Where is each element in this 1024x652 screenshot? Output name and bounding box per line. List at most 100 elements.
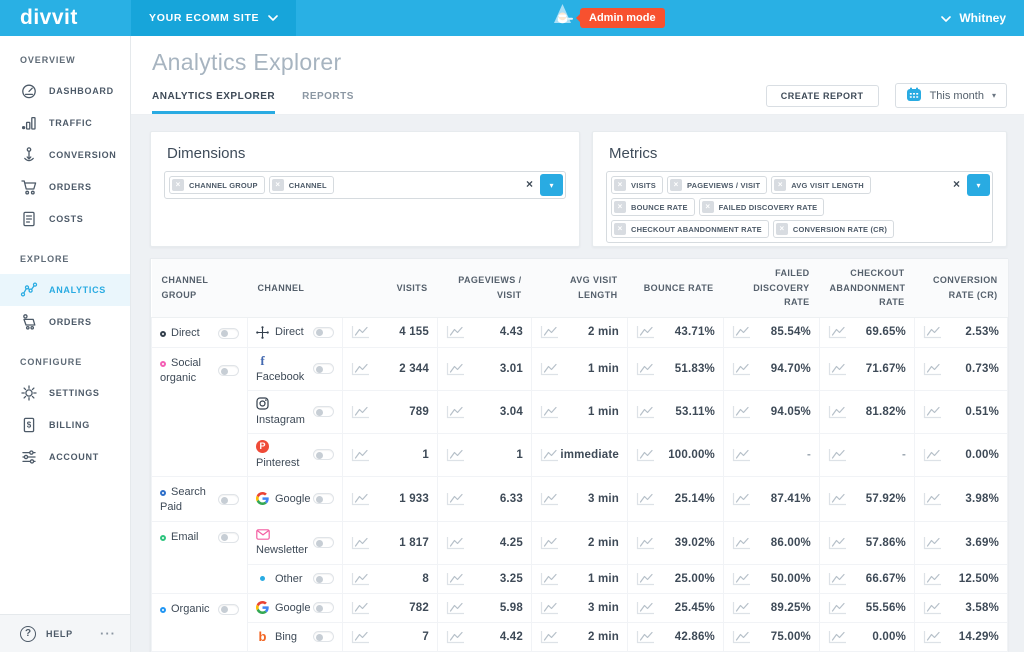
create-report-button[interactable]: CREATE REPORT [765, 84, 879, 107]
sparkline-button[interactable] [446, 325, 465, 339]
sparkline-button[interactable] [828, 572, 847, 586]
dimension-chip[interactable]: × CHANNEL GROUP [169, 176, 265, 194]
sparkline-button[interactable] [351, 630, 370, 644]
sparkline-button[interactable] [636, 325, 655, 339]
sparkline-button[interactable] [636, 572, 655, 586]
metric-chip[interactable]: × PAGEVIEWS / VISIT [666, 176, 768, 194]
sparkline-button[interactable] [732, 630, 751, 644]
sidebar-item-analytics[interactable]: ANALYTICS [0, 274, 130, 306]
sparkline-button[interactable] [828, 325, 847, 339]
remove-chip-icon[interactable]: × [701, 201, 714, 213]
sparkline-button[interactable] [923, 601, 942, 615]
remove-chip-icon[interactable]: × [614, 201, 626, 213]
channel-toggle[interactable] [313, 602, 334, 613]
sidebar-item-traffic[interactable]: TRAFFIC [0, 107, 130, 139]
sparkline-button[interactable] [732, 572, 751, 586]
sparkline-button[interactable] [446, 630, 465, 644]
sparkline-button[interactable] [351, 536, 370, 550]
sparkline-button[interactable] [828, 362, 847, 376]
sparkline-button[interactable] [446, 362, 465, 376]
sparkline-button[interactable] [923, 536, 942, 550]
sparkline-button[interactable] [636, 536, 655, 550]
sparkline-button[interactable] [636, 362, 655, 376]
remove-chip-icon[interactable]: × [669, 179, 682, 191]
sparkline-button[interactable] [351, 448, 370, 462]
sparkline-button[interactable] [636, 405, 655, 419]
sparkline-button[interactable] [446, 536, 465, 550]
sparkline-button[interactable] [732, 601, 751, 615]
channel-toggle[interactable] [313, 537, 334, 548]
metrics-dropdown-button[interactable]: ▾ [967, 174, 990, 196]
sparkline-button[interactable] [540, 601, 559, 615]
sparkline-button[interactable] [923, 448, 942, 462]
metric-chip[interactable]: × CHECKOUT ABANDONMENT RATE [611, 220, 769, 238]
channel-toggle[interactable] [313, 493, 334, 504]
sparkline-button[interactable] [540, 492, 559, 506]
remove-chip-icon[interactable]: × [172, 179, 184, 191]
sparkline-button[interactable] [828, 601, 847, 615]
metric-chip[interactable]: × FAILED DISCOVERY RATE [698, 198, 825, 216]
sidebar-item-orders[interactable]: ORDERS [0, 171, 130, 203]
sparkline-button[interactable] [732, 492, 751, 506]
sidebar-item-costs[interactable]: COSTS [0, 203, 130, 235]
more-options[interactable]: ··· [100, 626, 116, 641]
sparkline-button[interactable] [732, 405, 751, 419]
sidebar-item-billing[interactable]: $ BILLING [0, 409, 130, 441]
sparkline-button[interactable] [446, 572, 465, 586]
channel-toggle[interactable] [313, 573, 334, 584]
sparkline-button[interactable] [540, 572, 559, 586]
sparkline-button[interactable] [351, 405, 370, 419]
clear-dimensions-icon[interactable]: × [525, 177, 533, 191]
sparkline-button[interactable] [446, 601, 465, 615]
sparkline-button[interactable] [636, 492, 655, 506]
channel-group-toggle[interactable] [218, 327, 239, 339]
sparkline-button[interactable] [732, 536, 751, 550]
sidebar-item-dashboard[interactable]: DASHBOARD [0, 75, 130, 107]
sparkline-button[interactable] [923, 630, 942, 644]
sparkline-button[interactable] [446, 448, 465, 462]
sparkline-button[interactable] [351, 362, 370, 376]
date-range-dropdown[interactable]: This month ▾ [894, 83, 1007, 108]
sparkline-button[interactable] [828, 630, 847, 644]
sparkline-button[interactable] [540, 362, 559, 376]
sparkline-button[interactable] [540, 405, 559, 419]
channel-toggle[interactable] [313, 406, 334, 417]
metric-chip[interactable]: × CONVERSION RATE (CR) [772, 220, 895, 238]
sidebar-item-settings[interactable]: SETTINGS [0, 377, 130, 409]
channel-group-toggle[interactable] [218, 531, 239, 543]
sidebar-item-orders-explore[interactable]: ORDERS [0, 306, 130, 338]
sparkline-button[interactable] [540, 536, 559, 550]
channel-toggle[interactable] [313, 631, 334, 642]
sparkline-button[interactable] [446, 405, 465, 419]
sparkline-button[interactable] [828, 536, 847, 550]
sidebar-item-conversion[interactable]: CONVERSION [0, 139, 130, 171]
dimensions-select[interactable]: × ▾ × CHANNEL GROUP × CHANNEL [164, 171, 566, 199]
dimensions-dropdown-button[interactable]: ▾ [540, 174, 563, 196]
sparkline-button[interactable] [351, 325, 370, 339]
sparkline-button[interactable] [351, 492, 370, 506]
sparkline-button[interactable] [540, 630, 559, 644]
tab-reports[interactable]: REPORTS [302, 91, 354, 102]
tab-analytics-explorer[interactable]: ANALYTICS EXPLORER [152, 91, 276, 114]
remove-chip-icon[interactable]: × [614, 179, 626, 191]
sparkline-button[interactable] [732, 448, 751, 462]
help-label[interactable]: HELP [46, 628, 73, 639]
sparkline-button[interactable] [446, 492, 465, 506]
metrics-select[interactable]: × ▾ × VISITS × PAGEVIEWS / VISIT × AVG VISIT … [606, 171, 993, 243]
sparkline-button[interactable] [828, 448, 847, 462]
dimension-chip[interactable]: × CHANNEL [268, 176, 334, 194]
channel-toggle[interactable] [313, 326, 334, 338]
sparkline-button[interactable] [636, 448, 655, 462]
sparkline-button[interactable] [351, 572, 370, 586]
metric-chip[interactable]: × AVG VISIT LENGTH [771, 176, 871, 194]
sparkline-button[interactable] [923, 572, 942, 586]
remove-chip-icon[interactable]: × [271, 179, 284, 191]
sparkline-button[interactable] [732, 362, 751, 376]
remove-chip-icon[interactable]: × [774, 179, 787, 191]
remove-chip-icon[interactable]: × [614, 223, 626, 235]
channel-group-toggle[interactable] [218, 365, 239, 376]
clear-metrics-icon[interactable]: × [952, 177, 960, 191]
sparkline-button[interactable] [540, 325, 559, 339]
sparkline-button[interactable] [923, 492, 942, 506]
metric-chip[interactable]: × BOUNCE RATE [611, 198, 695, 216]
